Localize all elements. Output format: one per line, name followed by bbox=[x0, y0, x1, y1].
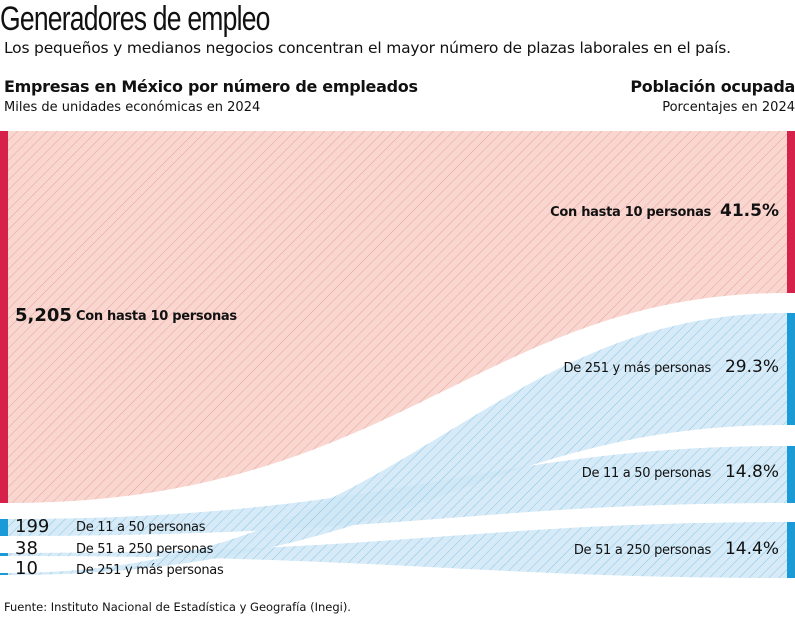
left-node-bar bbox=[0, 573, 8, 575]
right-value-51-250: 14.4% bbox=[724, 539, 779, 559]
left-label-small-firms: Con hasta 10 personas bbox=[76, 309, 237, 324]
title: Generadores de empleo bbox=[0, 0, 270, 38]
flow-small-firms bbox=[8, 131, 787, 503]
right-subheading: Porcentajes en 2024 bbox=[662, 100, 795, 115]
right-label-small-firms: Con hasta 10 personas bbox=[550, 205, 711, 220]
flow-251-plus bbox=[8, 313, 787, 575]
right-node-bar bbox=[787, 131, 795, 293]
source-note: Fuente: Instituto Nacional de Estadístic… bbox=[4, 600, 351, 614]
right-value-251-plus: 29.3% bbox=[724, 357, 779, 377]
left-heading: Empresas en México por número de emplead… bbox=[4, 77, 418, 96]
right-heading: Población ocupada bbox=[630, 77, 795, 96]
right-node-bar bbox=[787, 313, 795, 425]
right-label-251-plus: De 251 y más personas bbox=[563, 361, 712, 376]
left-value-11-50: 199 bbox=[15, 516, 50, 537]
left-value-small-firms: 5,205 bbox=[15, 305, 72, 326]
right-label-51-250: De 51 a 250 personas bbox=[573, 543, 711, 558]
right-value-11-50: 14.8% bbox=[724, 462, 779, 482]
left-node-bar bbox=[0, 131, 8, 503]
left-subheading: Miles de unidades económicas en 2024 bbox=[4, 100, 261, 115]
flow-51-250 bbox=[8, 522, 787, 578]
right-label-11-50: De 11 a 50 personas bbox=[581, 466, 712, 481]
left-label-11-50: De 11 a 50 personas bbox=[76, 520, 206, 535]
right-value-small-firms: 41.5% bbox=[720, 201, 779, 221]
left-label-51-250: De 51 a 250 personas bbox=[76, 542, 214, 557]
right-node-bar bbox=[787, 446, 795, 503]
subtitle: Los pequeños y medianos negocios concent… bbox=[4, 39, 731, 57]
left-label-251-plus: De 251 y más personas bbox=[76, 563, 224, 578]
left-value-251-plus: 10 bbox=[15, 558, 38, 579]
left-value-51-250: 38 bbox=[15, 538, 38, 559]
left-node-bar bbox=[0, 519, 8, 536]
right-node-bar bbox=[787, 522, 795, 578]
left-node-bar bbox=[0, 553, 8, 556]
